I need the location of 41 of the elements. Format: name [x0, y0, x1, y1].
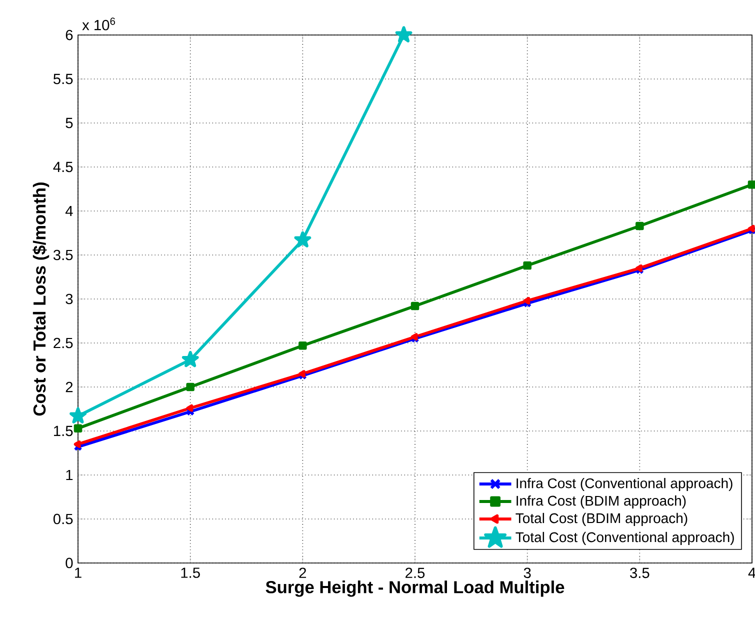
point	[182, 350, 199, 368]
x-tick-label: 1	[75, 568, 82, 578]
point	[70, 407, 86, 424]
x-tick-label: 3	[524, 568, 531, 578]
text: x 10$^{6}$	[82, 18, 116, 30]
point	[294, 231, 312, 248]
y-tick-label: 1	[66, 470, 73, 480]
point	[186, 382, 194, 392]
x-tick-label: 3.5	[630, 568, 650, 578]
y-tick-label: 4.5	[53, 162, 73, 172]
y-tick-label: 3	[66, 294, 73, 304]
y-tick-label: 2	[66, 382, 73, 392]
y-tick-label: 2.5	[54, 338, 73, 348]
x-tick-label: 2	[299, 568, 306, 578]
legend-label: Total Cost (BDIM approach)	[516, 512, 688, 526]
y-tick-label: 1.5	[54, 426, 73, 436]
y-tick-label: 4	[65, 206, 73, 216]
point	[186, 404, 194, 412]
point	[298, 341, 307, 350]
y-tick-label: 0	[66, 558, 73, 568]
x-tick-label: 2.5	[406, 568, 425, 578]
x-axis-title: Surge Height - Normal Load Multiple	[266, 580, 564, 597]
y-tick-label: 5	[66, 118, 73, 128]
y-tick-label: 0.5	[53, 514, 73, 524]
point	[74, 440, 81, 448]
y-tick-label: 5.5	[53, 74, 73, 84]
point	[523, 261, 532, 270]
point	[748, 224, 755, 232]
point	[395, 26, 412, 42]
x-tick-label: 1.5	[181, 568, 200, 578]
legend-label: Infra Cost (BDIM approach)	[516, 495, 686, 508]
y-axis-title: Cost or Total Loss ($/month)	[32, 182, 50, 416]
point	[636, 264, 642, 272]
legend-label: Total Cost (Conventional approach)	[516, 532, 734, 545]
point	[523, 296, 530, 305]
point	[636, 222, 644, 230]
legend-label: Infra Cost (Conventional approach)	[516, 478, 732, 491]
y-tick-label: 6	[66, 30, 73, 40]
point	[74, 424, 82, 432]
point	[410, 302, 420, 310]
y-tick-label: 3.5	[53, 250, 73, 260]
